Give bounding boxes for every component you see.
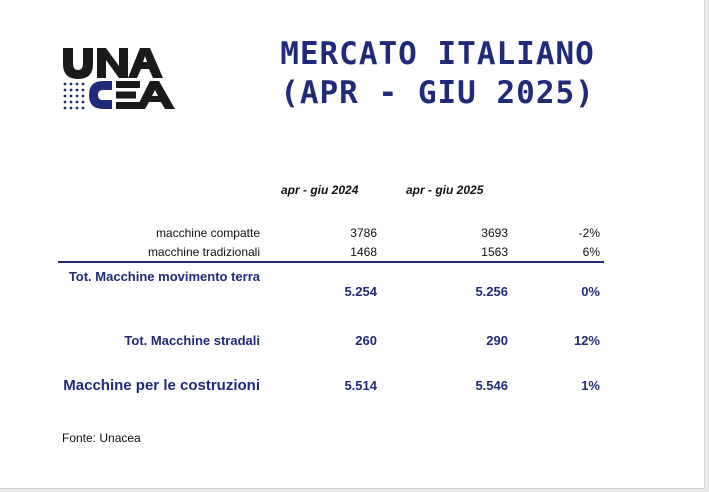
unacea-logo <box>63 48 175 110</box>
total-change: 12% <box>573 333 600 348</box>
row-change: -2% <box>578 226 600 240</box>
total-value-2025: 5.546 <box>475 378 508 393</box>
column-header-2025: apr - giu 2025 <box>406 183 484 197</box>
total-value-2024: 5.254 <box>344 284 377 299</box>
row-change: 6% <box>582 245 600 259</box>
column-header-2024: apr - giu 2024 <box>281 183 359 197</box>
row-value-2024: 1468 <box>350 245 377 259</box>
total-value-2025: 5.256 <box>475 284 508 299</box>
row-value-2025: 3693 <box>481 226 508 240</box>
row-label: macchine compatte <box>155 226 260 240</box>
table-divider <box>58 261 604 263</box>
total-value-2024: 260 <box>355 333 377 348</box>
title-line-2: (APR - GIU 2025) <box>280 75 595 111</box>
total-label: Tot. Macchine stradali <box>124 333 260 348</box>
page-title: MERCATO ITALIANO (APR - GIU 2025) <box>270 35 605 113</box>
title-line-1: MERCATO ITALIANO <box>280 36 595 72</box>
total-value-2024: 5.514 <box>344 378 377 393</box>
total-label: Macchine per le costruzioni <box>63 377 260 394</box>
row-value-2025: 1563 <box>481 245 508 259</box>
source-note: Fonte: Unacea <box>62 431 141 445</box>
total-label: Tot. Macchine movimento terra <box>68 269 260 284</box>
total-value-2025: 290 <box>486 333 508 348</box>
row-value-2024: 3786 <box>350 226 377 240</box>
total-change: 0% <box>581 284 600 299</box>
row-label: macchine tradizionali <box>147 245 260 259</box>
total-change: 1% <box>581 378 600 393</box>
